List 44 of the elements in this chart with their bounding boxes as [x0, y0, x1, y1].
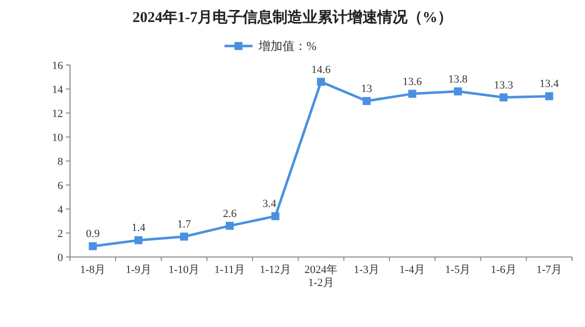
point [362, 97, 371, 105]
point [545, 92, 554, 100]
x-tick-label: 1-5月 [445, 264, 471, 276]
data-label: 3.4 [262, 198, 277, 210]
data-label: 13 [361, 83, 373, 95]
y-tick-label: 14 [52, 84, 64, 96]
point [226, 222, 234, 230]
data-label: 14.6 [311, 64, 332, 76]
chart-title: 2024年1-7月电子信息制造业累计增速情况（%） [132, 9, 452, 26]
x-tick-label: 1-7月 [536, 264, 562, 276]
x-tick-label: 1-8月 [80, 264, 106, 276]
data-label: 13.8 [448, 73, 468, 86]
x-tick-label: 1-11月 [214, 264, 246, 276]
data-label: 2.6 [222, 208, 238, 220]
data-label: 13.4 [540, 78, 560, 90]
point [500, 93, 508, 102]
y-tick-label: 8 [58, 156, 64, 168]
legend-label: 增加值：% [258, 39, 316, 53]
x-tick-label: 1-3月 [354, 264, 380, 276]
y-tick-label: 10 [52, 132, 64, 144]
point [180, 232, 188, 241]
point [271, 212, 280, 220]
x-tick-label: 1-10月 [168, 264, 200, 276]
x-tick-label: 1-6月 [490, 264, 516, 276]
point [88, 242, 97, 250]
point [454, 87, 462, 96]
y-tick-label: 6 [58, 180, 64, 192]
x-tick-label: 1-12月 [260, 264, 291, 276]
y-tick-label: 16 [52, 60, 64, 72]
y-tick-label: 12 [52, 108, 63, 120]
point [134, 236, 142, 244]
point [317, 78, 325, 86]
data-label: 13.6 [402, 76, 422, 88]
data-label: 1.7 [177, 218, 192, 231]
x-tick-label: 2024年 1-2月 [304, 264, 338, 289]
y-tick-label: 4 [58, 204, 64, 216]
data-label: 0.9 [86, 228, 100, 240]
y-tick-label: 2 [58, 228, 63, 240]
data-label: 13.3 [494, 79, 514, 92]
point [408, 90, 416, 98]
data-label: 1.4 [132, 222, 146, 234]
x-tick-label: 1-4月 [399, 264, 426, 276]
y-tick-label: 0 [58, 252, 64, 264]
x-tick-label: 1-9月 [126, 264, 152, 276]
